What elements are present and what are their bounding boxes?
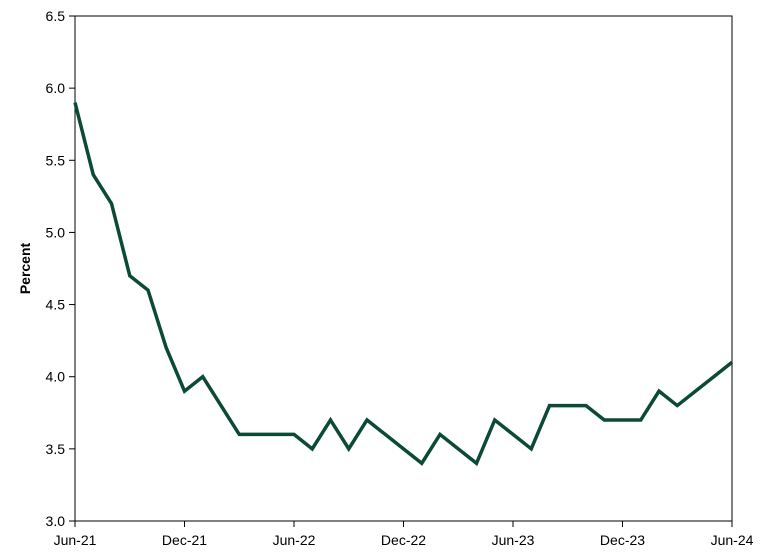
series-layer [73,102,734,467]
x-tick-label: Jun-23 [492,532,535,548]
y-axis-title: Percent [17,242,33,294]
y-axis: 3.0 3.5 4.0 4.5 5.0 5.5 6.0 6.5 [46,8,75,529]
plot-border [74,15,733,522]
y-tick-label: 3.0 [46,513,66,529]
x-axis: Jun-21 Dec-21 Jun-22 Dec-22 Jun-23 Dec-23 Jun-… [54,521,754,548]
x-tick-label: Dec-22 [381,532,426,548]
y-tick-label: 6.0 [46,80,66,96]
x-tick-label: Dec-23 [600,532,645,548]
x-tick-label: Jun-24 [711,532,754,548]
y-tick-label: 4.0 [46,369,66,385]
y-tick-label: 4.5 [46,297,66,313]
plot-frame [74,15,733,522]
series-line [73,102,734,467]
x-tick-label: Dec-21 [162,532,207,548]
x-tick-label: Jun-22 [273,532,316,548]
y-tick-label: 6.5 [46,8,66,24]
y-tick-label: 3.5 [46,441,66,457]
y-tick-label: 5.0 [46,224,66,240]
y-tick-label: 5.5 [46,152,66,168]
x-tick-label: Jun-21 [54,532,97,548]
